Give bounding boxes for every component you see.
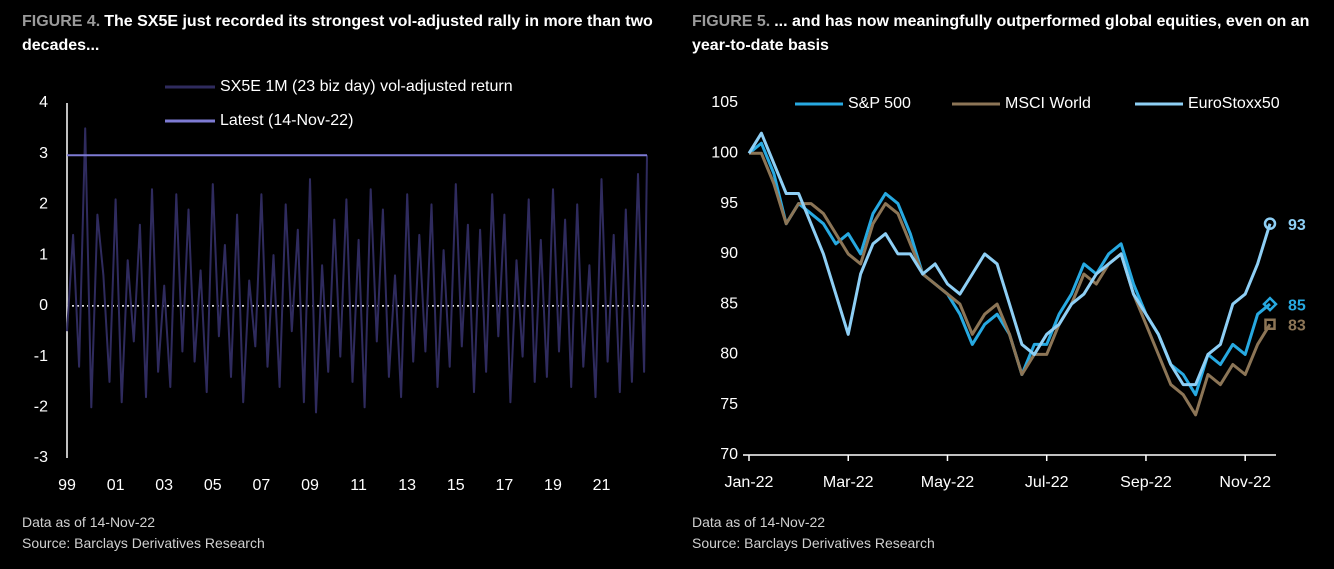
x-tick-label: Nov-22 xyxy=(1219,474,1271,491)
end-marker xyxy=(1263,217,1277,230)
legend-label: S&P 500 xyxy=(848,95,911,112)
x-tick-label: 13 xyxy=(398,477,416,494)
x-tick-label: 19 xyxy=(544,477,562,494)
y-tick-label: 0 xyxy=(39,297,48,314)
series-line xyxy=(66,127,648,414)
x-tick-label: May-22 xyxy=(921,474,974,491)
note: Data as of 14-Nov-22 xyxy=(692,514,826,530)
y-tick-label: -1 xyxy=(34,348,48,365)
series-line xyxy=(747,131,1272,387)
chart-title: ... and has now meaningfully outperforme… xyxy=(692,13,1310,54)
x-tick-label: 03 xyxy=(155,477,173,494)
y-tick-label: 105 xyxy=(711,94,738,111)
y-tick-label: 1 xyxy=(39,246,48,263)
end-label: 85 xyxy=(1288,297,1306,314)
note: Source: Barclays Derivatives Research xyxy=(692,535,935,551)
y-tick-label: -2 xyxy=(34,399,48,416)
y-tick-label: 70 xyxy=(720,446,738,463)
legend-label: MSCI World xyxy=(1005,95,1091,112)
figure-label: FIGURE 5. xyxy=(692,13,771,30)
y-tick-label: 85 xyxy=(720,295,738,312)
x-tick-label: 11 xyxy=(350,477,367,494)
x-tick-label: Jul-22 xyxy=(1025,474,1069,491)
x-tick-label: 21 xyxy=(593,477,611,494)
series-line xyxy=(749,151,1272,417)
y-tick-label: 2 xyxy=(39,196,48,213)
y-tick-label: 90 xyxy=(720,245,738,262)
y-tick-label: 95 xyxy=(720,195,738,212)
legend-label: EuroStoxx50 xyxy=(1188,95,1280,112)
x-tick-label: 01 xyxy=(107,477,125,494)
x-tick-label: 17 xyxy=(495,477,513,494)
end-marker xyxy=(1264,318,1276,331)
figure-heading: FIGURE 4. The SX5E just recorded its stro… xyxy=(22,10,662,58)
y-tick-label: 75 xyxy=(720,396,738,413)
y-tick-label: 4 xyxy=(39,94,48,111)
x-tick-label: 99 xyxy=(58,477,76,494)
y-tick-label: 100 xyxy=(711,145,738,162)
x-tick-label: 07 xyxy=(252,477,270,494)
end-marker xyxy=(1262,296,1278,312)
end-label: 93 xyxy=(1288,217,1306,234)
x-tick-label: Mar-22 xyxy=(823,474,874,491)
figure-label: FIGURE 4. xyxy=(22,13,101,30)
y-tick-label: -3 xyxy=(34,449,48,466)
chart-title: The SX5E just recorded its strongest vol… xyxy=(22,13,653,54)
note: Data as of 14-Nov-22 xyxy=(22,514,156,530)
x-tick-label: 09 xyxy=(301,477,319,494)
figure-heading: FIGURE 5.... and has now meaningfully ou… xyxy=(692,10,1332,58)
end-label: 83 xyxy=(1288,317,1306,334)
legend-label: SX5E 1M (23 biz day) vol-adjusted return xyxy=(220,78,513,95)
x-tick-label: 05 xyxy=(204,477,222,494)
y-tick-label: 3 xyxy=(39,145,48,162)
note: Source: Barclays Derivatives Research xyxy=(22,535,265,551)
x-tick-label: Sep-22 xyxy=(1120,474,1172,491)
x-tick-label: 15 xyxy=(447,477,465,494)
legend-label: Latest (14-Nov-22) xyxy=(220,112,353,129)
x-tick-label: Jan-22 xyxy=(725,474,774,491)
y-tick-label: 80 xyxy=(720,346,738,363)
